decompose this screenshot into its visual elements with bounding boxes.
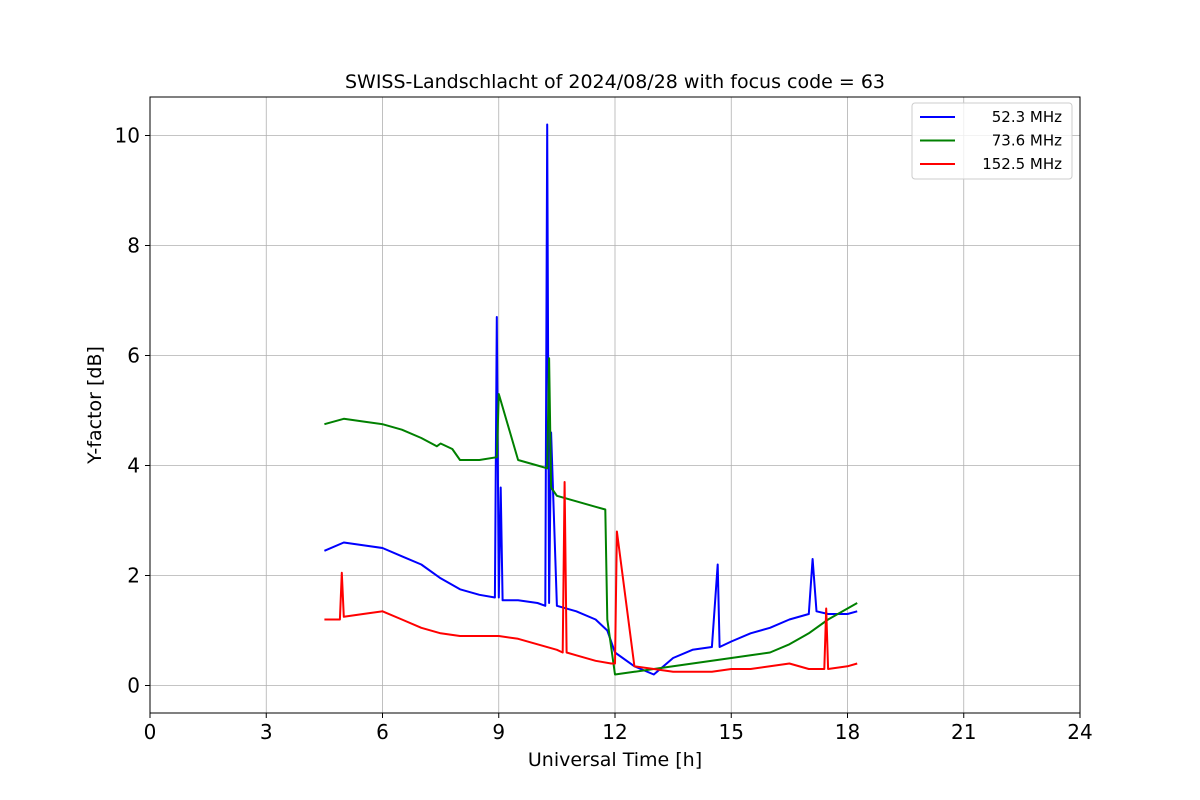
x-tick-label: 12	[602, 720, 627, 744]
x-tick-label: 15	[719, 720, 744, 744]
x-tick-label: 21	[951, 720, 976, 744]
y-axis: 0 2 4 6 8 10	[115, 124, 150, 698]
y-tick-label: 4	[127, 454, 140, 478]
series-line-2	[324, 481, 858, 673]
y-tick-label: 2	[127, 564, 140, 588]
x-tick-label: 18	[835, 720, 860, 744]
x-axis-label: Universal Time [h]	[528, 749, 702, 771]
y-tick-label: 0	[127, 674, 140, 698]
x-tick-label: 6	[376, 720, 389, 744]
y-axis-label: Y-factor [dB]	[84, 346, 106, 465]
y-tick-label: 8	[127, 234, 140, 258]
legend-box	[911, 102, 1073, 180]
chart-title: SWISS-Landschlacht of 2024/08/28 with fo…	[345, 71, 885, 93]
plot-series	[324, 123, 858, 676]
x-tick-label: 24	[1067, 720, 1092, 744]
series-line-1	[324, 357, 858, 676]
x-tick-label: 3	[260, 720, 273, 744]
y-tick-label: 6	[127, 344, 140, 368]
legend-label-1: 73.6 MHz	[992, 132, 1062, 150]
x-tick-label: 0	[144, 720, 157, 744]
legend: 52.3 MHz 73.6 MHz 152.5 MHz	[911, 102, 1073, 180]
legend-label-2: 152.5 MHz	[982, 155, 1062, 173]
x-axis: 0 3 6 9 12 15 18 21 24	[144, 713, 1093, 744]
y-tick-label: 10	[115, 124, 140, 148]
x-tick-label: 9	[492, 720, 505, 744]
legend-label-0: 52.3 MHz	[992, 108, 1062, 126]
